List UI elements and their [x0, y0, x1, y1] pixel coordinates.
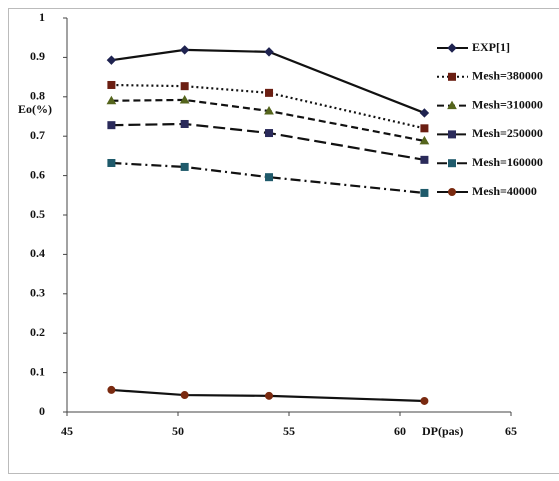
data-point — [265, 129, 274, 138]
data-point — [420, 188, 429, 197]
data-point — [180, 82, 189, 91]
y-tick-label: 0.8 — [30, 89, 45, 103]
data-point — [420, 155, 429, 164]
series-line — [111, 122, 425, 161]
legend-label: Mesh=380000 — [472, 69, 543, 83]
x-axis-label: DP(pas) — [422, 424, 463, 438]
data-point — [419, 108, 430, 118]
data-point — [106, 55, 117, 65]
x-tick-label: 50 — [172, 424, 184, 438]
y-tick-label: 0.7 — [30, 128, 45, 142]
legend-marker — [448, 130, 456, 139]
data-point — [264, 105, 274, 115]
legend-marker — [448, 72, 456, 81]
data-point — [106, 95, 117, 105]
series-line — [111, 161, 425, 195]
x-tick-label: 45 — [61, 424, 73, 438]
y-tick-label: 0.9 — [30, 49, 45, 63]
y-tick-label: 0.4 — [30, 246, 45, 260]
data-point — [264, 47, 274, 57]
data-point — [107, 385, 116, 394]
data-point — [179, 45, 190, 55]
y-tick-label: 0 — [39, 404, 45, 418]
data-point — [107, 121, 116, 130]
data-point — [265, 391, 274, 400]
y-tick-label: 0.2 — [30, 325, 45, 339]
y-tick-label: 1 — [39, 10, 45, 24]
x-tick-label: 55 — [283, 424, 295, 438]
data-point — [107, 80, 116, 89]
data-point — [420, 396, 429, 405]
series-line — [111, 388, 425, 403]
y-axis-label: Eo(%) — [18, 102, 52, 116]
data-point — [180, 119, 189, 128]
data-point — [265, 88, 274, 97]
data-point — [107, 158, 116, 167]
y-tick-label: 0.1 — [30, 364, 45, 378]
data-point — [420, 124, 429, 133]
legend-label: Mesh=310000 — [472, 97, 543, 111]
data-point — [179, 94, 190, 104]
legend-label: Mesh=160000 — [472, 155, 543, 169]
legend-marker — [447, 43, 457, 53]
series-line — [111, 83, 425, 130]
series-line — [111, 48, 425, 114]
legend-label: Mesh=250000 — [472, 126, 543, 140]
data-point — [419, 135, 430, 145]
data-point — [180, 162, 189, 171]
data-point — [265, 173, 274, 182]
data-point — [180, 391, 189, 400]
x-tick-label: 65 — [505, 424, 517, 438]
legend-marker — [448, 159, 456, 168]
y-tick-label: 0.5 — [30, 207, 45, 221]
y-tick-label: 0.3 — [30, 286, 45, 300]
legend-label: EXP[1] — [472, 40, 510, 54]
series-line — [111, 98, 425, 143]
legend-marker — [447, 100, 457, 110]
x-tick-label: 60 — [394, 424, 406, 438]
y-tick-label: 0.6 — [30, 167, 45, 181]
legend-label: Mesh=40000 — [472, 184, 537, 198]
legend-marker — [448, 188, 456, 196]
